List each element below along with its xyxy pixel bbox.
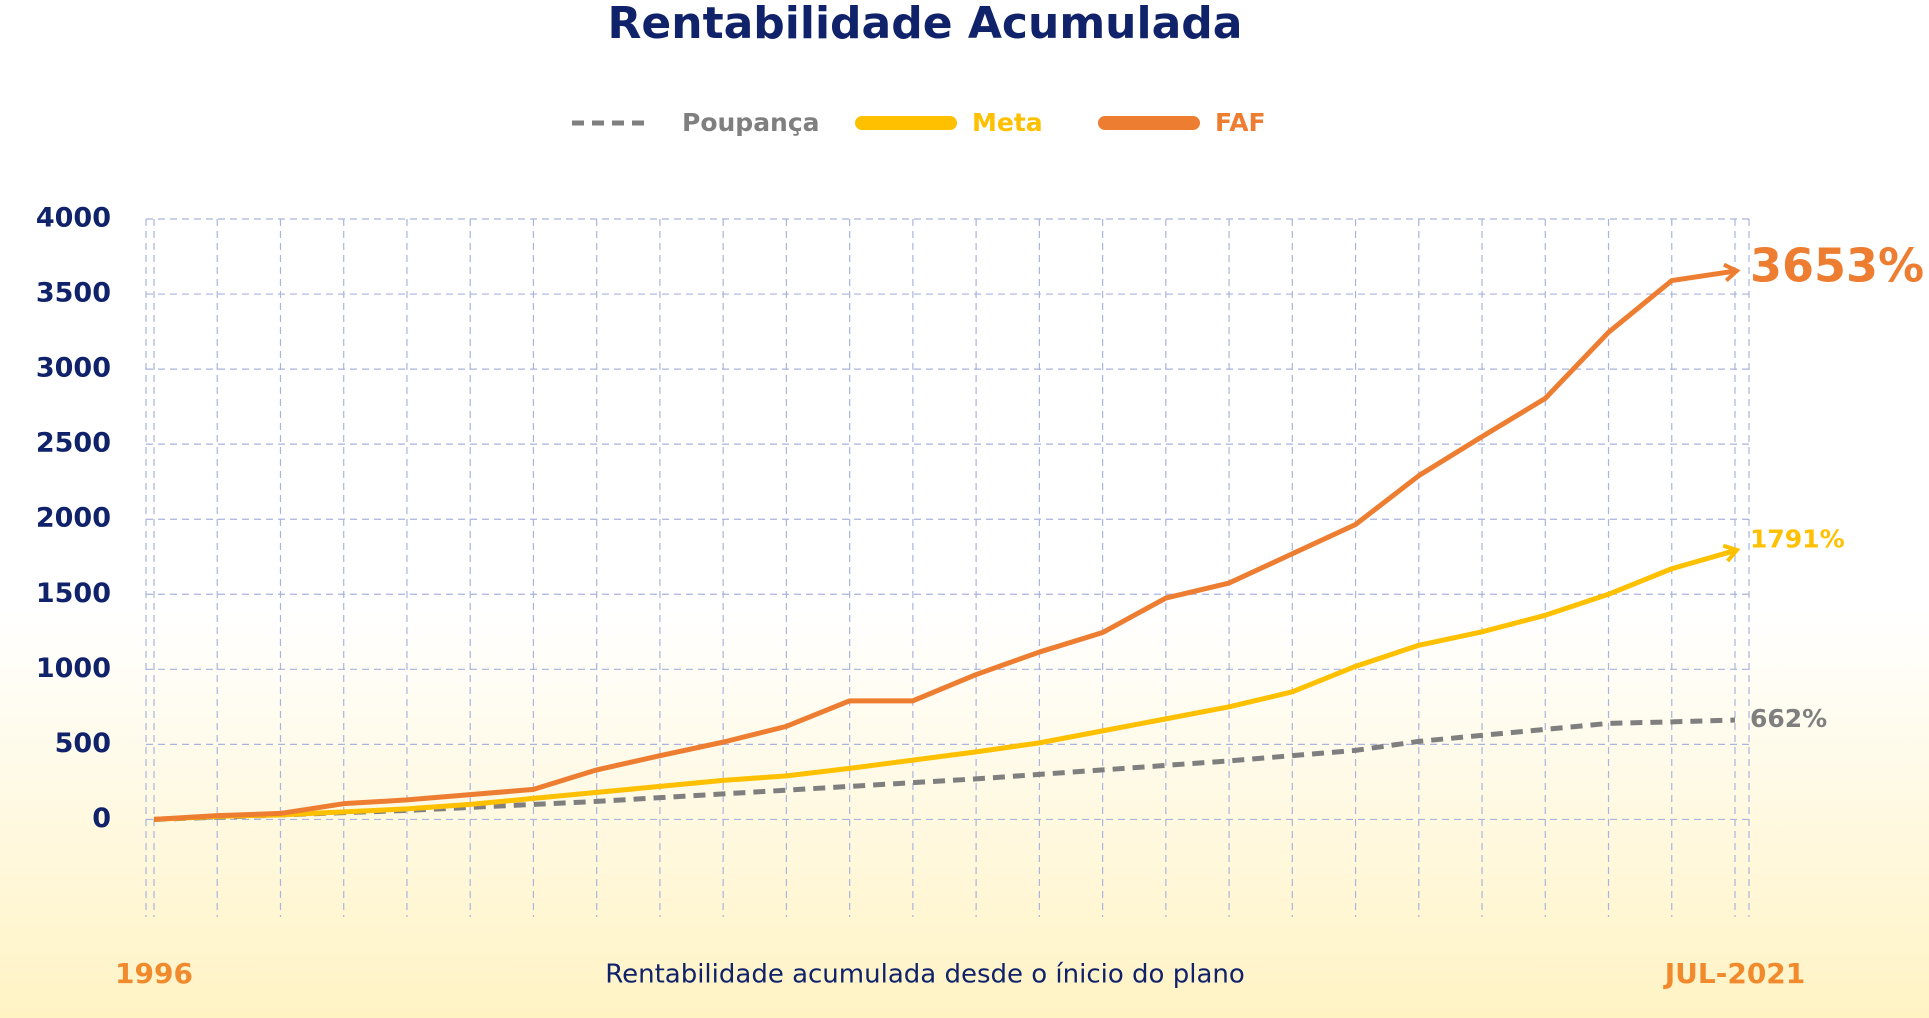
- x-tick-label: 1996: [115, 957, 193, 990]
- chart-title: Rentabilidade Acumulada: [608, 0, 1243, 49]
- y-tick-label: 2500: [36, 428, 111, 459]
- y-tick-label: 1000: [36, 653, 111, 684]
- y-tick-label: 2000: [36, 503, 111, 534]
- series-line: [153, 262, 1741, 822]
- value-label: 662%: [1750, 704, 1827, 733]
- legend-label: Poupança: [682, 108, 820, 137]
- value-label: 1791%: [1750, 525, 1845, 554]
- y-tick-label: 0: [92, 803, 111, 834]
- x-tick-label: JUL-2021: [1663, 957, 1806, 990]
- y-tick-label: 3500: [36, 278, 111, 309]
- y-tick-label: 1500: [36, 578, 111, 609]
- series-line: [153, 543, 1741, 822]
- y-tick-label: 500: [55, 728, 111, 759]
- series-line: [153, 717, 1736, 822]
- value-label: 3653%: [1750, 239, 1924, 293]
- x-axis-title: Rentabilidade acumulada desde o ínicio d…: [605, 960, 1245, 990]
- legend-label: FAF: [1215, 108, 1266, 137]
- y-tick-label: 3000: [36, 353, 111, 384]
- y-tick-label: 4000: [36, 203, 111, 234]
- legend-label: Meta: [972, 108, 1043, 137]
